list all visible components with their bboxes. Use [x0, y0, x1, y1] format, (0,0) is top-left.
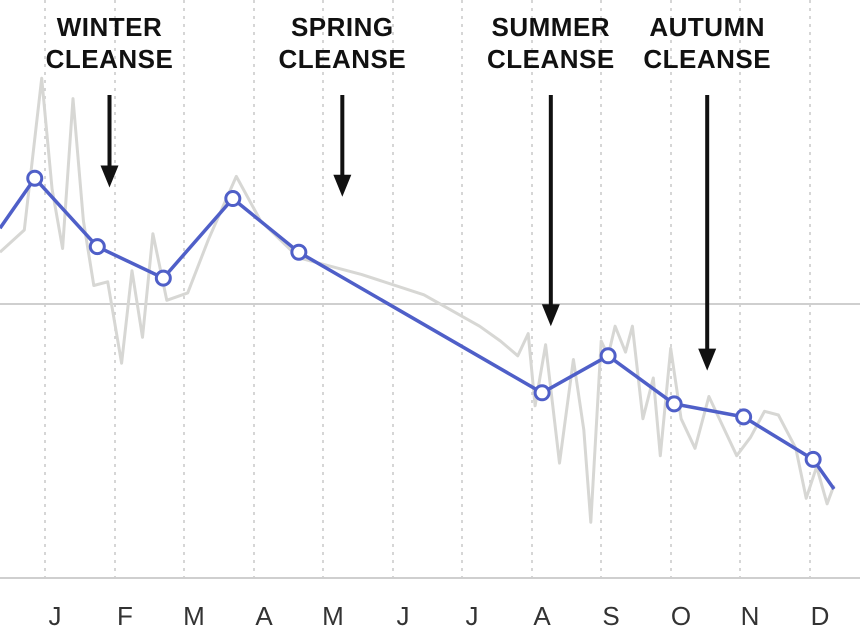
- annotation-arrowhead-3: [698, 348, 717, 371]
- annotation-label-0-0: WINTER: [57, 12, 163, 42]
- annotation-label-0-1: CLEANSE: [46, 44, 174, 74]
- marker-layer: [26, 169, 822, 468]
- x-tick-label-6: J: [466, 601, 479, 631]
- annotation-label-2-1: CLEANSE: [487, 44, 615, 74]
- annotation-arrowhead-0: [100, 165, 119, 188]
- x-tick-label-0: J: [49, 601, 62, 631]
- point-marker-0: [26, 169, 44, 187]
- x-tick-label-10: N: [741, 601, 760, 631]
- blue-series-layer: [0, 176, 836, 491]
- annotation-arrowhead-2: [541, 304, 560, 327]
- gray-series-layer: [0, 76, 836, 524]
- point-marker-3: [224, 190, 242, 208]
- annotation-arrowhead-1: [333, 174, 352, 197]
- blue-series-line: [0, 176, 836, 491]
- annotation-label-2-0: SUMMER: [492, 12, 611, 42]
- x-tick-label-1: F: [117, 601, 133, 631]
- x-tick-label-2: M: [183, 601, 205, 631]
- point-marker-7: [665, 395, 683, 413]
- gray-series-line: [0, 76, 836, 524]
- point-marker-8: [735, 408, 753, 426]
- x-tick-label-3: A: [255, 601, 273, 631]
- point-marker-9: [804, 450, 822, 468]
- point-marker-5: [533, 384, 551, 402]
- grid-layer: [0, 0, 860, 579]
- x-tick-label-5: J: [397, 601, 410, 631]
- point-marker-6: [599, 347, 617, 365]
- point-marker-2: [154, 269, 172, 287]
- point-marker-1: [88, 238, 106, 256]
- x-tick-label-11: D: [811, 601, 830, 631]
- annotation-label-1-1: CLEANSE: [278, 44, 406, 74]
- point-marker-4: [290, 243, 308, 261]
- x-tick-label-4: M: [322, 601, 344, 631]
- annotation-label-3-0: AUTUMN: [649, 12, 765, 42]
- x-tick-label-8: S: [602, 601, 619, 631]
- annotation-label-1-0: SPRING: [291, 12, 394, 42]
- x-tick-label-7: A: [533, 601, 551, 631]
- annotation-layer: WINTERCLEANSESPRINGCLEANSESUMMERCLEANSEA…: [46, 12, 771, 371]
- annotation-label-3-1: CLEANSE: [643, 44, 771, 74]
- x-tick-label-9: O: [671, 601, 691, 631]
